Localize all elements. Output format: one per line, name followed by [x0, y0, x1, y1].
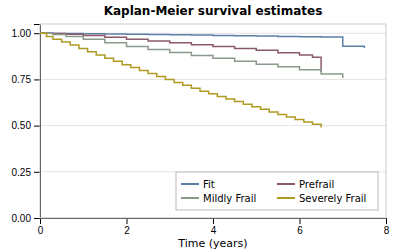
y-tick: 0.00 — [12, 213, 40, 224]
legend-item: Mildly Frail — [181, 193, 256, 204]
plot-frame — [40, 24, 386, 218]
x-tick-mark — [127, 218, 128, 224]
legend-swatch — [277, 197, 295, 199]
x-axis-line — [41, 219, 387, 225]
legend-swatch — [181, 183, 199, 185]
title: Kaplan-Meier survival estimates — [104, 4, 323, 18]
x-axis-title: Time (years) — [177, 237, 247, 250]
legend-box — [176, 172, 378, 210]
km-curve — [40, 33, 343, 78]
y-tick: 0.50 — [12, 120, 40, 131]
legend-label: Prefrail — [299, 179, 334, 190]
x-tick-label: 2 — [124, 225, 130, 236]
grid-line — [40, 125, 386, 126]
chart: 0 2 4 6 8 0.00 0.25 0.50 0.75 1.00 Fit Prefrail Mild… — [0, 0, 400, 252]
x-tick: 0 — [38, 218, 44, 236]
legend-label: Mildly Frail — [203, 193, 256, 204]
legend-label: Severely Frail — [299, 193, 366, 204]
grid-line — [40, 79, 386, 80]
x-tick-label: 0 — [38, 225, 44, 236]
y-tick-mark — [34, 218, 40, 219]
x-tick-mark — [386, 218, 387, 224]
y-tick: 1.00 — [12, 28, 40, 39]
legend-label: Fit — [203, 179, 215, 190]
y-tick-label: 0.50 — [12, 120, 32, 131]
y-tick-label: 0.25 — [12, 167, 32, 178]
x-tick-label: 6 — [297, 225, 303, 236]
legend-swatch — [277, 183, 295, 185]
x-tick-label: 4 — [211, 225, 217, 236]
y-tick-mark — [34, 126, 40, 127]
legend-swatch — [181, 197, 199, 199]
plot: 0 2 4 6 8 0.00 0.25 0.50 0.75 1.00 Fit Prefrail Mild… — [12, 24, 390, 236]
y-tick: 0.75 — [12, 74, 40, 85]
x-tick: 4 — [211, 218, 217, 236]
y-tick: 0.25 — [12, 167, 40, 178]
x-tick-mark — [300, 218, 301, 224]
legend-item: Prefrail — [277, 179, 334, 190]
y-tick-label: 1.00 — [12, 28, 32, 39]
y-tick-mark — [34, 79, 40, 80]
y-tick-mark — [34, 172, 40, 173]
legend-item: Severely Frail — [277, 193, 366, 204]
x-tick: 8 — [384, 218, 390, 236]
x-axis: 0 2 4 6 8 — [38, 218, 390, 236]
y-tick-label: 0.00 — [12, 213, 32, 224]
x-tick: 6 — [297, 218, 303, 236]
series-lines — [40, 33, 364, 127]
x-tick: 2 — [124, 218, 130, 236]
y-tick-mark — [34, 33, 40, 34]
x-tick-mark — [213, 218, 214, 224]
y-tick-label: 0.75 — [12, 74, 32, 85]
x-tick-label: 8 — [384, 225, 390, 236]
legend: Fit Prefrail Mildly Frail Severely Frail — [176, 172, 378, 210]
legend-item: Fit — [181, 179, 215, 190]
y-axis: 0.00 0.25 0.50 0.75 1.00 — [12, 25, 41, 224]
km-curve — [40, 33, 321, 127]
grid — [40, 33, 386, 218]
